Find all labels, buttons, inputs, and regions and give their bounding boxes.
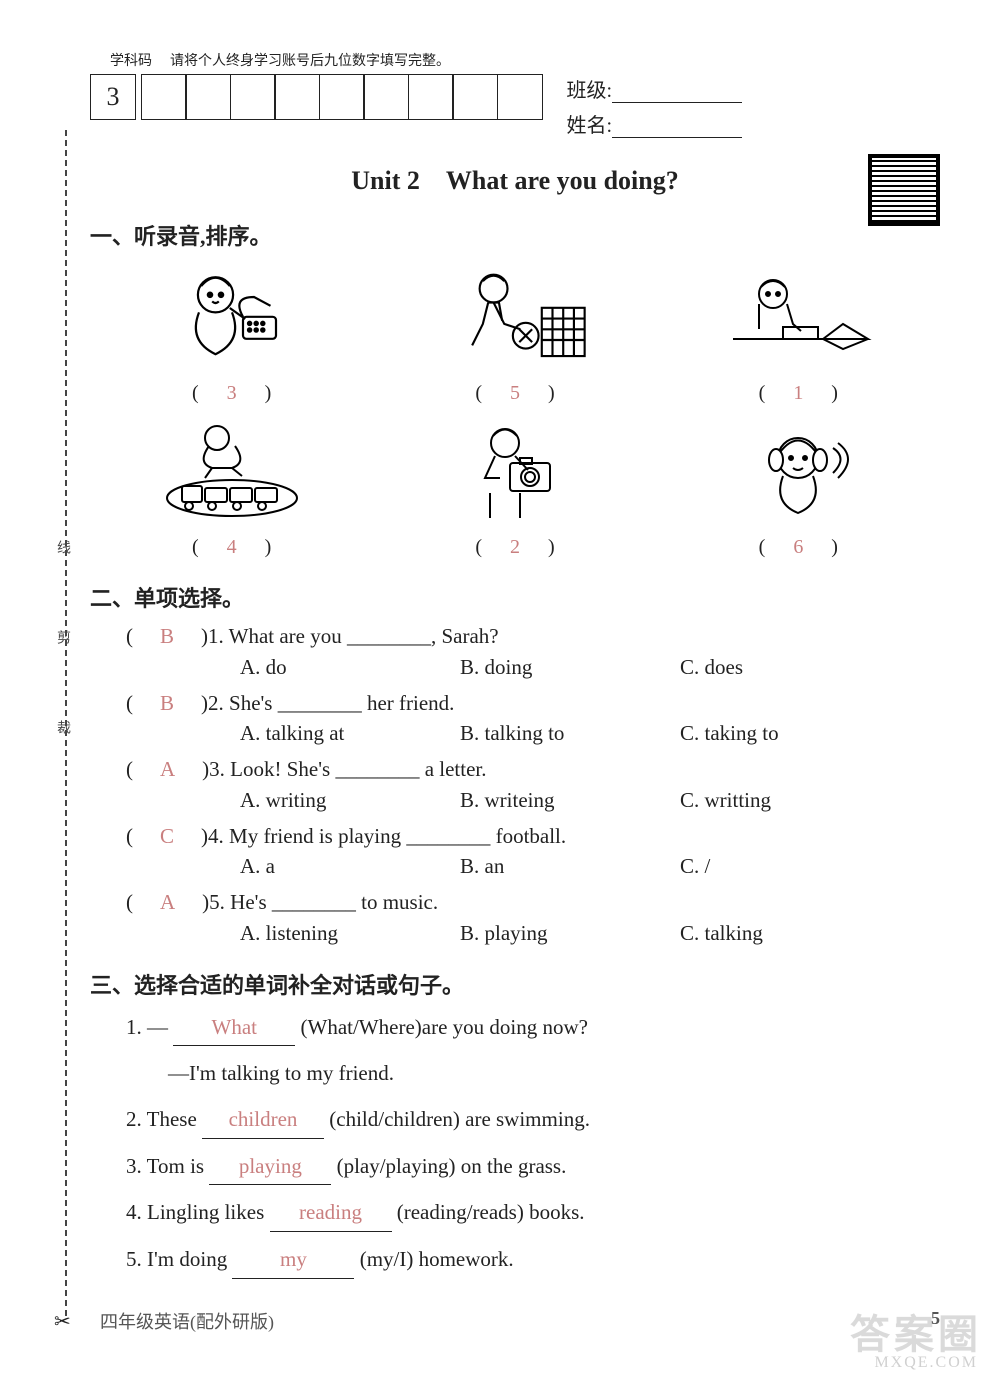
footer-left: 四年级英语(配外研版) — [100, 1308, 274, 1334]
s2-1-b: B. doing — [460, 655, 680, 680]
answer-2: 5 — [502, 382, 528, 404]
s3-2-pre: 2. These — [126, 1107, 202, 1131]
s3-4-fill[interactable]: reading — [270, 1195, 392, 1232]
worksheet-page: 线 剪 裁 ✂ 学科码 请将个人终身学习账号后九位数字填写完整。 3 班级: 姓… — [0, 0, 1000, 1376]
s3-1-pre: 1. — — [126, 1015, 173, 1039]
pic-boy-football: ( 5 ) — [415, 261, 615, 405]
class-input[interactable] — [612, 82, 742, 103]
s3-5-fill[interactable]: my — [232, 1242, 354, 1279]
s2-5-c: C. talking — [680, 921, 900, 946]
pic-boy-writing: ( 1 ) — [698, 261, 898, 405]
s2-1-a: A. do — [240, 655, 460, 680]
code-hint: 请将个人终身学习账号后九位数字填写完整。 — [170, 54, 450, 69]
cut-label-3: 裁 — [52, 720, 72, 734]
s2-q-1: 1. What are you ________, Sarah? — [208, 624, 499, 648]
section-1-row-2: ( 4 ) ( 2 ) — [90, 415, 940, 559]
s2-q-5: 5. He's ________ to music. — [209, 890, 438, 914]
s2-1-c: C. does — [680, 655, 900, 680]
s2-4-c: C. / — [680, 854, 900, 879]
s2-2-c: C. taking to — [680, 721, 900, 746]
s3-2-fill[interactable]: children — [202, 1102, 324, 1139]
s2-3-b: B. writeing — [460, 788, 680, 813]
section-3-items: 1. — What (What/Where)are you doing now?… — [90, 1010, 940, 1279]
name-label: 姓名: — [567, 115, 613, 137]
s3-5-pre: 5. I'm doing — [126, 1247, 232, 1271]
s2-q-2: 2. She's ________ her friend. — [208, 691, 454, 715]
s3-3-pre: 3. Tom is — [126, 1154, 209, 1178]
s3-4-pre: 4. Lingling likes — [126, 1200, 270, 1224]
pic-baby-train: ( 4 ) — [132, 415, 332, 559]
s2-2-b: B. talking to — [460, 721, 680, 746]
title-row: Unit 2 What are you doing? — [90, 160, 940, 197]
s3-2-post: (child/children) are swimming. — [324, 1107, 590, 1131]
unit-title: Unit 2 What are you doing? — [351, 166, 678, 195]
s2-5-b: B. playing — [460, 921, 680, 946]
watermark: 答案圈 — [850, 1302, 982, 1360]
s3-1-fill[interactable]: What — [173, 1010, 295, 1047]
answer-4: 4 — [219, 536, 245, 558]
s2-4-a: A. a — [240, 854, 460, 879]
pic-girl-headphones: ( 6 ) — [698, 415, 898, 559]
s3-4-post: (reading/reads) books. — [392, 1200, 585, 1224]
cut-label-1: 线 — [52, 540, 72, 554]
s3-3-post: (play/playing) on the grass. — [331, 1154, 566, 1178]
s3-1b: —I'm talking to my friend. — [126, 1061, 394, 1085]
s2-ans-4: C — [154, 824, 180, 848]
header: 学科码 请将个人终身学习账号后九位数字填写完整。 3 班级: 姓名: — [90, 50, 940, 138]
s2-3-c: C. writting — [680, 788, 900, 813]
s3-5-post: (my/I) homework. — [354, 1247, 513, 1271]
s2-q-3: 3. Look! She's ________ a letter. — [209, 757, 486, 781]
page-footer: 四年级英语(配外研版) 5 — [100, 1308, 940, 1334]
s2-4-b: B. an — [460, 854, 680, 879]
watermark-url: MXQE.COM — [874, 1354, 978, 1372]
s2-ans-3: A — [154, 757, 181, 781]
s2-3-a: A. writing — [240, 788, 460, 813]
class-label: 班级: — [567, 80, 613, 102]
section-3-heading: 三、选择合适的单词补全对话或句子。 — [90, 968, 940, 1000]
section-2-items: ( B )1. What are you ________, Sarah? A.… — [90, 621, 940, 946]
answer-3: 1 — [785, 382, 811, 404]
s2-ans-2: B — [154, 691, 180, 715]
section-1-heading: 一、听录音,排序。 — [90, 219, 940, 251]
name-input[interactable] — [612, 117, 742, 138]
answer-5: 2 — [502, 536, 528, 558]
s2-2-a: A. talking at — [240, 721, 460, 746]
s2-5-a: A. listening — [240, 921, 460, 946]
account-code-grid[interactable] — [142, 74, 543, 120]
s2-q-4: 4. My friend is playing ________ footbal… — [208, 824, 566, 848]
answer-6: 6 — [785, 536, 811, 558]
s3-1-post: (What/Where)are you doing now? — [295, 1015, 588, 1039]
cut-label-2: 剪 — [52, 630, 72, 644]
scissors-icon: ✂ — [54, 1309, 71, 1334]
pic-boy-camera: ( 2 ) — [415, 415, 615, 559]
s2-ans-5: A — [154, 890, 181, 914]
qr-code-icon — [868, 154, 940, 226]
s2-ans-1: B — [154, 624, 180, 648]
s3-3-fill[interactable]: playing — [209, 1149, 331, 1186]
section-2-heading: 二、单项选择。 — [90, 581, 940, 613]
subject-code-box: 3 — [90, 74, 136, 120]
section-1-row-1: ( 3 ) ( 5 ) — [90, 261, 940, 405]
code-label: 学科码 — [110, 54, 152, 69]
answer-1: 3 — [219, 382, 245, 404]
name-block: 班级: 姓名: — [567, 74, 743, 138]
pic-girl-phone: ( 3 ) — [132, 261, 332, 405]
